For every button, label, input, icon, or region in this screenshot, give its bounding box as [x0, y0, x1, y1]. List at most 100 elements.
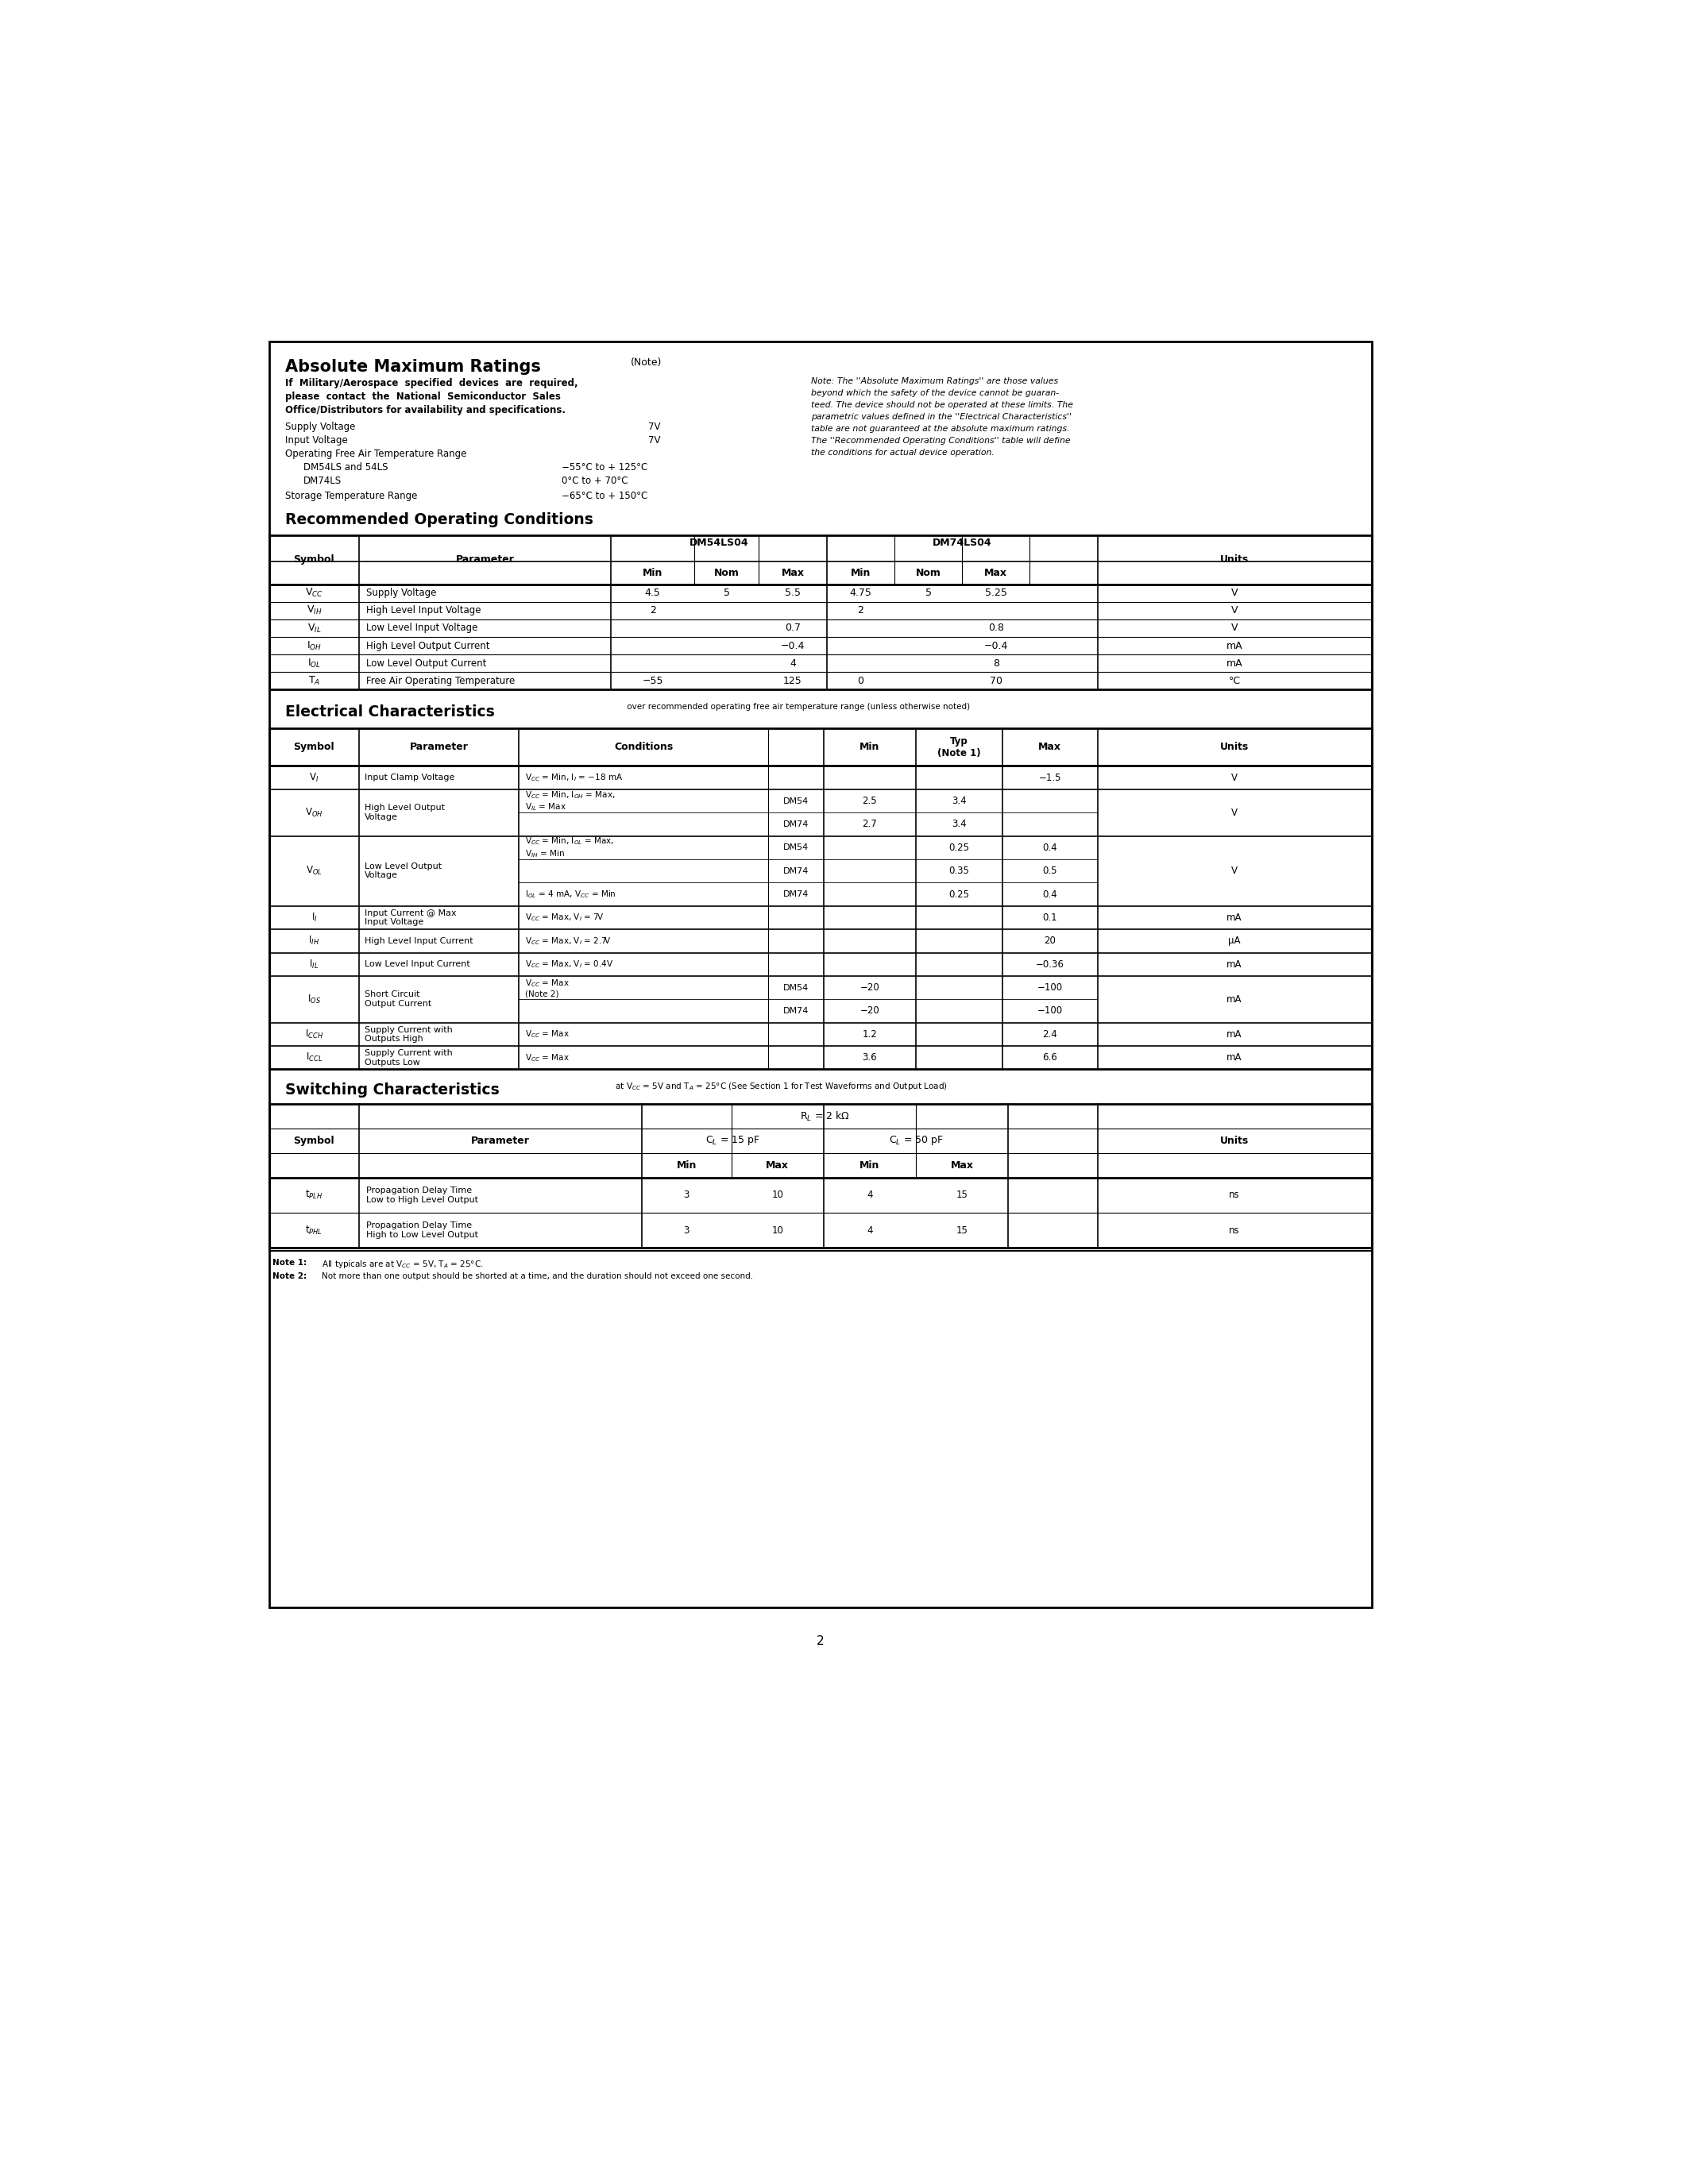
Text: (Note): (Note) [631, 358, 662, 367]
Text: mA: mA [1227, 994, 1242, 1005]
Text: 0.8: 0.8 [987, 622, 1004, 633]
Text: t$_{PLH}$: t$_{PLH}$ [306, 1188, 322, 1201]
Text: 0.4: 0.4 [1043, 889, 1057, 900]
Text: 0.25: 0.25 [949, 843, 969, 852]
Text: Supply Voltage: Supply Voltage [285, 422, 354, 432]
Text: Low Level Output
Voltage: Low Level Output Voltage [365, 863, 442, 880]
Text: Propagation Delay Time
Low to High Level Output: Propagation Delay Time Low to High Level… [366, 1186, 478, 1203]
Text: 5: 5 [724, 587, 729, 598]
Text: V$_{CC}$ = Max: V$_{CC}$ = Max [525, 1029, 569, 1040]
Text: 3.4: 3.4 [952, 819, 966, 830]
Text: High Level Output Current: High Level Output Current [366, 640, 490, 651]
Text: V: V [1231, 587, 1237, 598]
Text: I$_{CCL}$: I$_{CCL}$ [306, 1053, 322, 1064]
Text: Units: Units [1220, 1136, 1249, 1147]
Text: Note 2:: Note 2: [272, 1273, 307, 1280]
Text: Supply Voltage: Supply Voltage [366, 587, 436, 598]
Text: μA: μA [1229, 935, 1241, 946]
Text: V: V [1231, 808, 1237, 817]
Text: the conditions for actual device operation.: the conditions for actual device operati… [812, 448, 994, 456]
Text: 3: 3 [684, 1225, 689, 1236]
Text: −0.4: −0.4 [984, 640, 1008, 651]
Text: V$_{CC}$ = Min, I$_{OH}$ = Max,
V$_{IL}$ = Max: V$_{CC}$ = Min, I$_{OH}$ = Max, V$_{IL}$… [525, 788, 616, 812]
Text: V$_{OH}$: V$_{OH}$ [306, 806, 322, 819]
Text: Max: Max [782, 568, 803, 579]
Text: 0.4: 0.4 [1043, 843, 1057, 852]
Text: Symbol: Symbol [294, 743, 334, 751]
Text: Units: Units [1220, 743, 1249, 751]
Text: 0.7: 0.7 [785, 622, 800, 633]
Text: V$_{CC}$ = Max, V$_I$ = 0.4V: V$_{CC}$ = Max, V$_I$ = 0.4V [525, 959, 613, 970]
Text: 0: 0 [858, 675, 864, 686]
Text: Min: Min [643, 568, 663, 579]
Text: 5: 5 [925, 587, 932, 598]
Text: Min: Min [851, 568, 871, 579]
Text: beyond which the safety of the device cannot be guaran-: beyond which the safety of the device ca… [812, 389, 1058, 397]
Text: Recommended Operating Conditions: Recommended Operating Conditions [285, 513, 592, 526]
Text: I$_I$: I$_I$ [311, 911, 317, 924]
Text: DM74: DM74 [783, 891, 809, 898]
Text: 0°C to + 70°C: 0°C to + 70°C [562, 476, 628, 485]
Text: I$_{OL}$: I$_{OL}$ [307, 657, 321, 668]
Text: DM54: DM54 [783, 843, 809, 852]
Text: 1.2: 1.2 [863, 1029, 878, 1040]
Text: 0.35: 0.35 [949, 865, 969, 876]
Text: Absolute Maximum Ratings: Absolute Maximum Ratings [285, 358, 540, 376]
Text: 0.1: 0.1 [1043, 913, 1057, 924]
Text: I$_{CCH}$: I$_{CCH}$ [306, 1029, 324, 1040]
Text: Input Current @ Max
Input Voltage: Input Current @ Max Input Voltage [365, 909, 457, 926]
Text: 10: 10 [771, 1225, 783, 1236]
Text: Input Voltage: Input Voltage [285, 435, 348, 446]
Text: High Level Output
Voltage: High Level Output Voltage [365, 804, 446, 821]
Text: −0.4: −0.4 [780, 640, 805, 651]
Text: DM74: DM74 [783, 821, 809, 828]
Text: Units: Units [1220, 555, 1249, 566]
Text: 8: 8 [993, 657, 999, 668]
Text: 3.6: 3.6 [863, 1053, 878, 1064]
Text: V$_{CC}$ = Max, V$_I$ = 2.7V: V$_{CC}$ = Max, V$_I$ = 2.7V [525, 935, 611, 946]
Text: V: V [1231, 773, 1237, 782]
Text: 3: 3 [684, 1190, 689, 1201]
Text: 7V: 7V [648, 422, 660, 432]
Text: DM74: DM74 [783, 867, 809, 876]
Text: Electrical Characteristics: Electrical Characteristics [285, 705, 495, 721]
Text: ns: ns [1229, 1190, 1241, 1201]
Text: V$_{OL}$: V$_{OL}$ [306, 865, 322, 878]
Text: V$_{CC}$ = Min, I$_{OL}$ = Max,
V$_{IH}$ = Min: V$_{CC}$ = Min, I$_{OL}$ = Max, V$_{IH}$… [525, 836, 614, 858]
Text: mA: mA [1227, 1029, 1242, 1040]
Text: I$_{OH}$: I$_{OH}$ [307, 640, 322, 651]
Text: Supply Current with
Outputs Low: Supply Current with Outputs Low [365, 1048, 452, 1066]
Text: Max: Max [984, 568, 1008, 579]
Text: at V$_{CC}$ = 5V and T$_A$ = 25°C (See Section 1 for Test Waveforms and Output L: at V$_{CC}$ = 5V and T$_A$ = 25°C (See S… [613, 1081, 947, 1092]
Text: Max: Max [766, 1160, 788, 1171]
Text: 10: 10 [771, 1190, 783, 1201]
Text: ns: ns [1229, 1225, 1241, 1236]
Text: I$_{IH}$: I$_{IH}$ [309, 935, 319, 948]
Text: 2: 2 [858, 605, 864, 616]
Text: V$_{CC}$ = Max, V$_I$ = 7V: V$_{CC}$ = Max, V$_I$ = 7V [525, 913, 604, 924]
Text: 4.75: 4.75 [849, 587, 871, 598]
Text: 125: 125 [783, 675, 802, 686]
Text: V$_{CC}$: V$_{CC}$ [306, 587, 322, 598]
Text: 2: 2 [817, 1636, 824, 1647]
Text: Short Circuit
Output Current: Short Circuit Output Current [365, 992, 432, 1007]
Text: 4: 4 [790, 657, 797, 668]
Text: Low Level Input Voltage: Low Level Input Voltage [366, 622, 478, 633]
Text: Conditions: Conditions [614, 743, 674, 751]
Text: Note: The ''Absolute Maximum Ratings'' are those values: Note: The ''Absolute Maximum Ratings'' a… [812, 378, 1058, 384]
Text: 0.25: 0.25 [949, 889, 969, 900]
Text: 3.4: 3.4 [952, 795, 966, 806]
Text: Min: Min [677, 1160, 697, 1171]
Text: 15: 15 [955, 1190, 967, 1201]
Text: over recommended operating free air temperature range (unless otherwise noted): over recommended operating free air temp… [625, 703, 971, 712]
Text: 7V: 7V [648, 435, 660, 446]
Text: Typ
(Note 1): Typ (Note 1) [937, 736, 981, 758]
Text: mA: mA [1227, 959, 1242, 970]
Text: 2.7: 2.7 [863, 819, 878, 830]
Text: High Level Input Current: High Level Input Current [365, 937, 473, 946]
Text: High Level Input Voltage: High Level Input Voltage [366, 605, 481, 616]
Text: DM54LS04: DM54LS04 [689, 537, 748, 548]
Text: V$_{IH}$: V$_{IH}$ [306, 605, 322, 616]
Text: Nom: Nom [915, 568, 940, 579]
Text: parametric values defined in the ''Electrical Characteristics'': parametric values defined in the ''Elect… [812, 413, 1072, 422]
